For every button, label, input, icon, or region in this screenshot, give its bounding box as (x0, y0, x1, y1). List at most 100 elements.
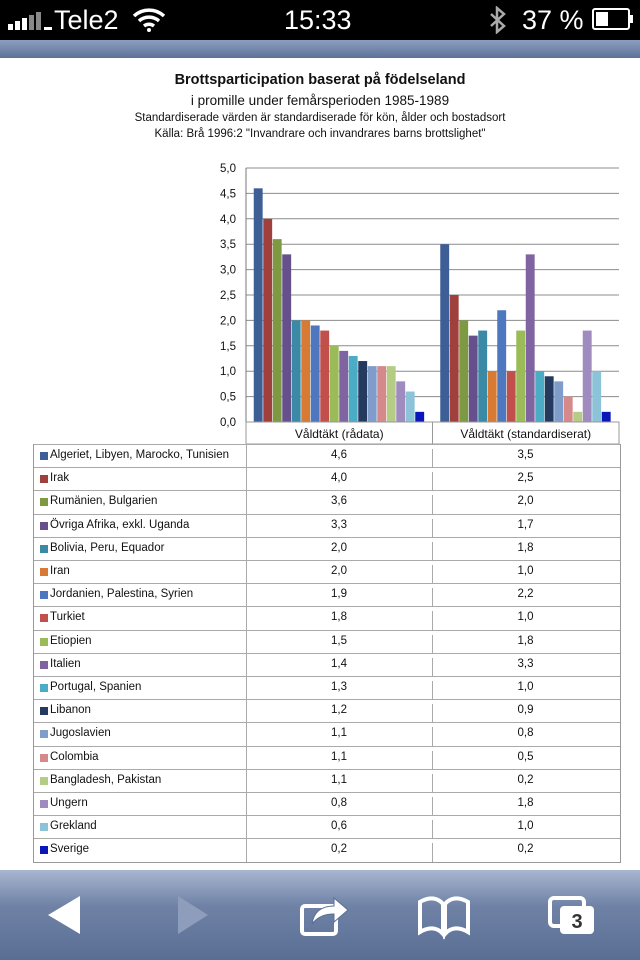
bar (459, 320, 469, 422)
bar-chart: 0,0 0,5 1,0 1,5 2,0 2,5 3,0 3,5 4,0 4,5 5,0 Våldtäk… (220, 163, 620, 445)
data-label: 1,0 (517, 681, 534, 693)
forward-arrow-icon[interactable] (162, 888, 222, 942)
legend-entry: Algeriet, Libyen, Marocko, Tunisien (34, 445, 247, 468)
legend-swatch (40, 753, 48, 762)
data-label: 1,1 (246, 773, 433, 793)
legend-entry: Iran (34, 561, 247, 584)
legend-entry: Portugal, Spanien (34, 677, 247, 700)
data-label: 2,0 (246, 541, 433, 561)
table-row: Algeriet, Libyen, Marocko, Tunisien 4,6 3,… (34, 444, 620, 468)
data-label: 1,1 (246, 750, 433, 770)
series-name: Colombia (50, 750, 99, 763)
y-tick-label: 3,5 (220, 239, 236, 251)
data-label: 3,6 (246, 495, 433, 515)
clock: 15:33 (284, 5, 352, 35)
bar (253, 188, 263, 422)
data-label: 1,8 (517, 797, 534, 809)
legend-swatch (40, 707, 48, 716)
legend-swatch (40, 498, 48, 507)
table-row: Colombia 1,1 0,5 (34, 745, 620, 770)
bar (506, 371, 516, 422)
data-label: 0,2 (517, 773, 534, 786)
data-label: 4,6 (246, 449, 433, 468)
bar (497, 310, 507, 422)
series-name: Portugal, Spanien (50, 681, 142, 693)
legend-swatch (40, 800, 48, 808)
y-tick-label: 2,0 (220, 315, 236, 327)
legend-swatch (40, 452, 48, 460)
bar (573, 411, 583, 422)
data-label: 2,0 (246, 565, 433, 584)
bar (386, 366, 396, 422)
back-arrow-icon[interactable] (34, 888, 94, 942)
data-label: 1,4 (246, 657, 433, 677)
share-icon[interactable] (292, 888, 352, 942)
data-label: 1,1 (246, 727, 433, 747)
bar (396, 381, 406, 422)
y-tick-label: 4,5 (220, 188, 236, 200)
tabs-icon[interactable]: 3 (544, 888, 604, 942)
y-tick-label: 5,0 (220, 163, 236, 175)
data-label: 2,2 (517, 588, 534, 601)
bar (554, 381, 564, 422)
data-label: 0,8 (246, 797, 433, 816)
y-tick-label: 2,5 (220, 290, 236, 302)
series-name: Ungern (50, 797, 88, 809)
series-name: Turkiet (50, 611, 85, 624)
data-label: 1,0 (517, 565, 534, 577)
data-label: 1,5 (246, 634, 433, 654)
y-tick-label: 0,5 (220, 392, 236, 404)
bar (563, 396, 573, 422)
bookmarks-icon[interactable] (414, 888, 474, 942)
chart-note: Standardiserade värden är standardiserad… (134, 112, 506, 124)
bar (405, 391, 415, 422)
table-row: Libanon 1,2 0,9 (34, 699, 620, 724)
bar (592, 371, 602, 422)
bar (358, 361, 368, 422)
legend-swatch (40, 475, 48, 484)
table-row: Jugoslavien 1,1 0,8 (34, 722, 620, 747)
bluetooth-icon (490, 6, 506, 34)
table-row: Italien 1,4 3,3 (34, 652, 620, 677)
category-label: Våldtäkt (standardiserat) (460, 427, 591, 441)
series-name: Grekland (50, 820, 97, 833)
battery-percent: 37 % (522, 5, 584, 35)
bar (544, 376, 554, 422)
legend-swatch (40, 684, 48, 692)
bar (348, 355, 358, 422)
data-label: 2,0 (517, 495, 534, 508)
legend-swatch (40, 568, 48, 576)
data-label: 1,8 (517, 634, 534, 647)
bar (301, 320, 311, 422)
legend-swatch (40, 521, 48, 530)
legend-swatch (40, 823, 48, 832)
data-label: 1,3 (246, 681, 433, 700)
data-table: Algeriet, Libyen, Marocko, Tunisien 4,6 3,… (33, 444, 621, 863)
signal-strength-icon (8, 12, 52, 30)
browser-toolbar: 3 (0, 870, 640, 960)
series-name: Etiopien (50, 634, 92, 647)
legend-entry: Jordanien, Palestina, Syrien (34, 584, 247, 608)
data-label: 0,9 (517, 704, 534, 717)
bar (449, 295, 459, 422)
table-row: Rumänien, Bulgarien 3,6 2,0 (34, 490, 620, 515)
data-label: 1,9 (246, 588, 433, 608)
data-label: 3,3 (517, 657, 534, 670)
series-name: Libanon (50, 704, 91, 717)
bar (377, 366, 387, 422)
data-label: 1,8 (517, 541, 534, 554)
bar (535, 371, 545, 422)
y-tick-label: 3,0 (220, 265, 236, 277)
legend-entry: Grekland (34, 816, 247, 840)
legend-entry: Libanon (34, 700, 247, 724)
bar (468, 335, 478, 422)
legend-swatch (40, 660, 48, 669)
bar (310, 325, 320, 422)
data-label: 3,5 (517, 449, 534, 461)
y-tick-label: 1,5 (220, 341, 236, 353)
table-row: Bolivia, Peru, Equador 2,0 1,8 (34, 536, 620, 561)
series-name: Jugoslavien (50, 727, 111, 740)
series-name: Iran (50, 565, 70, 577)
table-row: Sverige 0,2 0,2 (34, 838, 620, 863)
bar (525, 254, 535, 422)
